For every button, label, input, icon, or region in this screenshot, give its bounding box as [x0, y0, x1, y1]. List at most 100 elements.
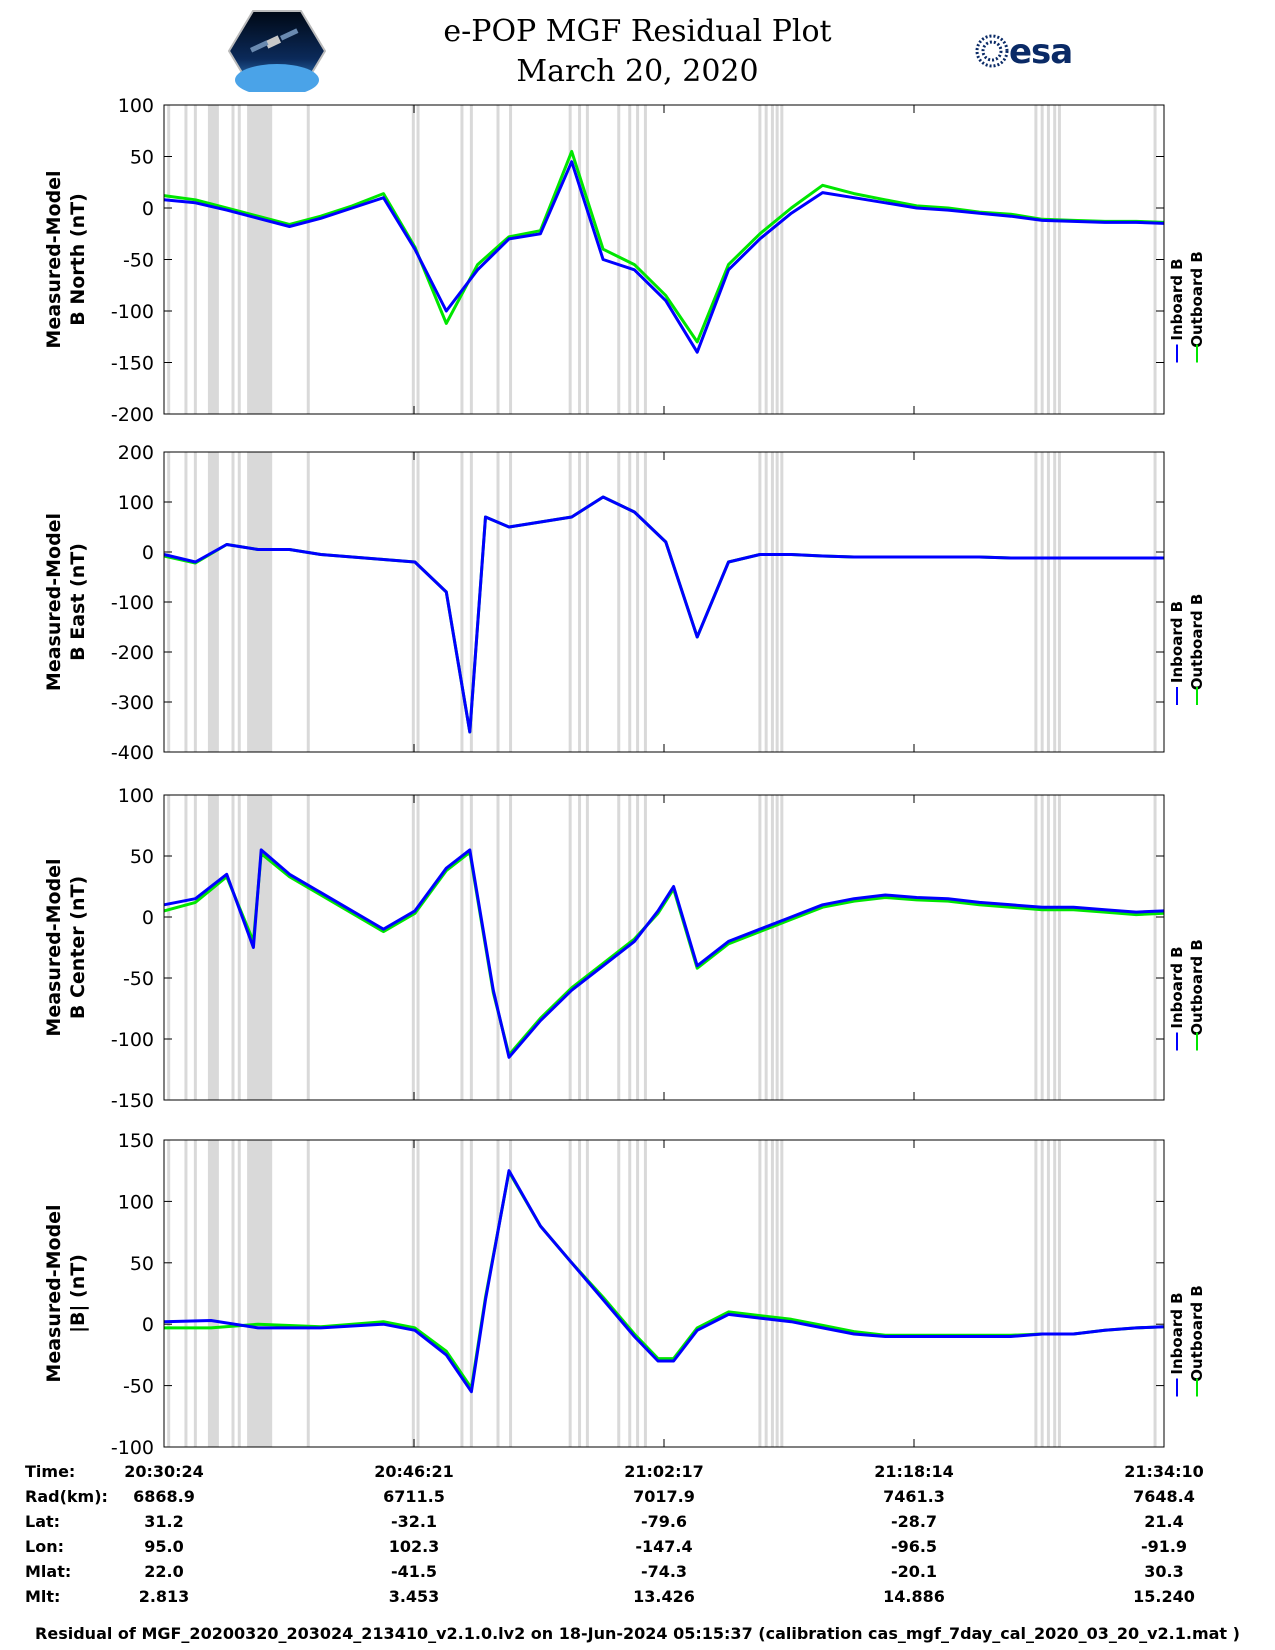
series-line-inboard	[163, 848, 1165, 1059]
ephem-value: -147.4	[635, 1537, 693, 1556]
legend-outboard-label: Outboard B	[1188, 594, 1206, 691]
page-date: March 20, 2020	[516, 54, 759, 89]
gap-band	[207, 105, 219, 414]
y-axis-label: Measured-Model B Center (nT)	[43, 858, 89, 1036]
gap-band	[207, 452, 219, 752]
panel-b-east: 200 100 0 -100 -200 -300 -400 Measured-Model B E…	[43, 442, 1206, 764]
y-tick-label: 50	[130, 846, 154, 868]
y-tick-label: -50	[123, 1376, 154, 1398]
ephem-value: 22.0	[144, 1562, 184, 1581]
y-tick-label: -100	[111, 1029, 154, 1051]
gap-band	[247, 105, 273, 414]
series-line-outboard	[163, 149, 1165, 344]
ephem-value: 13.426	[633, 1587, 695, 1606]
y-tick-label: -400	[111, 742, 154, 764]
y-tick-label: 100	[118, 1191, 154, 1213]
ephem-value: 7017.9	[633, 1487, 695, 1506]
ephem-value: 7461.3	[883, 1487, 945, 1506]
y-axis-label-line: B East (nT)	[67, 543, 89, 661]
y-axis-label: Measured-Model B North (nT)	[43, 170, 89, 348]
ephem-label: Mlat:	[25, 1562, 72, 1581]
ephem-value: 2.813	[138, 1587, 190, 1606]
ephem-value: 95.0	[144, 1537, 184, 1556]
ephem-label: Mlt:	[25, 1587, 61, 1606]
gap-band	[207, 1140, 219, 1447]
series-line-inboard	[163, 1169, 1165, 1394]
ephem-value: 6868.9	[133, 1487, 195, 1506]
ephem-row-rad: Rad(km): 6868.9 6711.5 7017.9 7461.3 764…	[0, 1487, 1275, 1511]
panel-b-center: 100 50 0 -50 -100 -150 Measured-Model B Center …	[43, 785, 1206, 1112]
ephem-row-lon: Lon: 95.0 102.3 -147.4 -96.5 -91.9	[0, 1537, 1275, 1561]
ephem-value: 21.4	[1144, 1512, 1184, 1531]
ephem-value: -91.9	[1140, 1537, 1188, 1556]
esa-logo-icon	[975, 34, 1009, 68]
plot-frame	[163, 104, 1165, 415]
y-tick-label: -100	[111, 301, 154, 323]
ephem-label: Lon:	[25, 1537, 64, 1556]
ephem-value: -32.1	[390, 1512, 438, 1531]
y-tick-label: -300	[111, 692, 154, 714]
y-tick-label: -200	[111, 404, 154, 426]
y-axis-label-line: Measured-Model	[43, 1204, 65, 1382]
y-axis-label: Measured-Model |B| (nT)	[43, 1204, 89, 1382]
panel-b-north: 100 50 0 -50 -100 -150 -200 Measured-Model B Nor…	[43, 95, 1206, 426]
y-axis-label-line: Measured-Model	[43, 513, 65, 691]
y-tick-label: 200	[118, 442, 154, 464]
series-line-outboard	[163, 850, 1165, 1057]
y-axis-label-line: Measured-Model	[43, 858, 65, 1036]
legend-outboard-label: Outboard B	[1188, 251, 1206, 348]
ephem-row-mlat: Mlat: 22.0 -41.5 -74.3 -20.1 30.3	[0, 1562, 1275, 1586]
y-tick-label: -150	[111, 353, 154, 375]
gap-band	[247, 452, 273, 752]
ephem-value: 15.240	[1133, 1587, 1195, 1606]
ephem-value: 21:34:10	[1124, 1462, 1204, 1481]
y-axis-label-line: B Center (nT)	[67, 876, 89, 1019]
ephem-value: -96.5	[890, 1537, 938, 1556]
y-tick-label: 150	[118, 1130, 154, 1152]
legend-outboard-label: Outboard B	[1188, 939, 1206, 1036]
y-tick-label: 100	[118, 785, 154, 807]
ephem-value: 102.3	[388, 1537, 440, 1556]
ephem-value: 20:30:24	[124, 1462, 204, 1481]
y-tick-label: 50	[130, 147, 154, 169]
y-axis-label-line: B North (nT)	[67, 193, 89, 326]
esa-logo-text: esa	[1009, 32, 1073, 72]
y-tick-label: -100	[111, 1437, 154, 1459]
legend-inboard-label: Inboard B	[1168, 946, 1186, 1028]
footer-caption: Residual of MGF_20200320_203024_213410_v…	[35, 1624, 1240, 1643]
ephem-row-mlt: Mlt: 2.813 3.453 13.426 14.886 15.240	[0, 1587, 1275, 1611]
ephem-value: -74.3	[640, 1562, 688, 1581]
y-tick-label: 50	[130, 1253, 154, 1275]
legend-outboard-label: Outboard B	[1188, 1285, 1206, 1382]
y-tick-label: 100	[118, 492, 154, 514]
gap-band	[247, 1140, 273, 1447]
ephemeris-table: Time: 20:30:24 20:46:21 21:02:17 21:18:1…	[0, 1462, 1275, 1632]
ephem-value: 31.2	[144, 1512, 184, 1531]
ephem-value: 30.3	[1144, 1562, 1184, 1581]
ephem-value: -20.1	[890, 1562, 938, 1581]
y-axis-label-line: |B| (nT)	[67, 1254, 89, 1333]
ephem-label: Lat:	[25, 1512, 61, 1531]
y-tick-label: 0	[142, 198, 154, 220]
y-tick-label: 100	[118, 95, 154, 117]
series-line-outboard	[164, 1170, 1165, 1390]
y-tick-label: -50	[123, 250, 154, 272]
y-tick-label: -150	[111, 1090, 154, 1112]
y-tick-label: -100	[111, 592, 154, 614]
ephem-value: 14.886	[883, 1587, 945, 1606]
y-axis-label: Measured-Model B East (nT)	[43, 513, 89, 691]
ephem-row-time: Time: 20:30:24 20:46:21 21:02:17 21:18:1…	[0, 1462, 1275, 1486]
series-line-inboard	[163, 495, 1164, 734]
plot-frame	[163, 451, 1165, 753]
y-tick-label: 0	[142, 542, 154, 564]
ephem-value: -79.6	[640, 1512, 688, 1531]
y-tick-label: -200	[111, 642, 154, 664]
ephem-value: 21:02:17	[624, 1462, 704, 1481]
ephem-row-lat: Lat: 31.2 -32.1 -79.6 -28.7 21.4	[0, 1512, 1275, 1536]
ephem-value: 3.453	[388, 1587, 440, 1606]
y-tick-label: 0	[142, 907, 154, 929]
ephem-value: -41.5	[390, 1562, 438, 1581]
legend-inboard-label: Inboard B	[1168, 258, 1186, 340]
y-tick-label: 0	[142, 1314, 154, 1336]
